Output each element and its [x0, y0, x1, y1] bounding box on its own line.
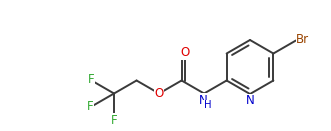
Text: N: N — [246, 94, 255, 108]
Text: O: O — [155, 87, 164, 100]
Text: F: F — [88, 73, 95, 86]
Text: N: N — [199, 94, 208, 107]
Text: F: F — [111, 114, 118, 127]
Text: H: H — [204, 100, 212, 111]
Text: F: F — [87, 100, 94, 113]
Text: O: O — [180, 46, 190, 59]
Text: Br: Br — [296, 33, 309, 46]
